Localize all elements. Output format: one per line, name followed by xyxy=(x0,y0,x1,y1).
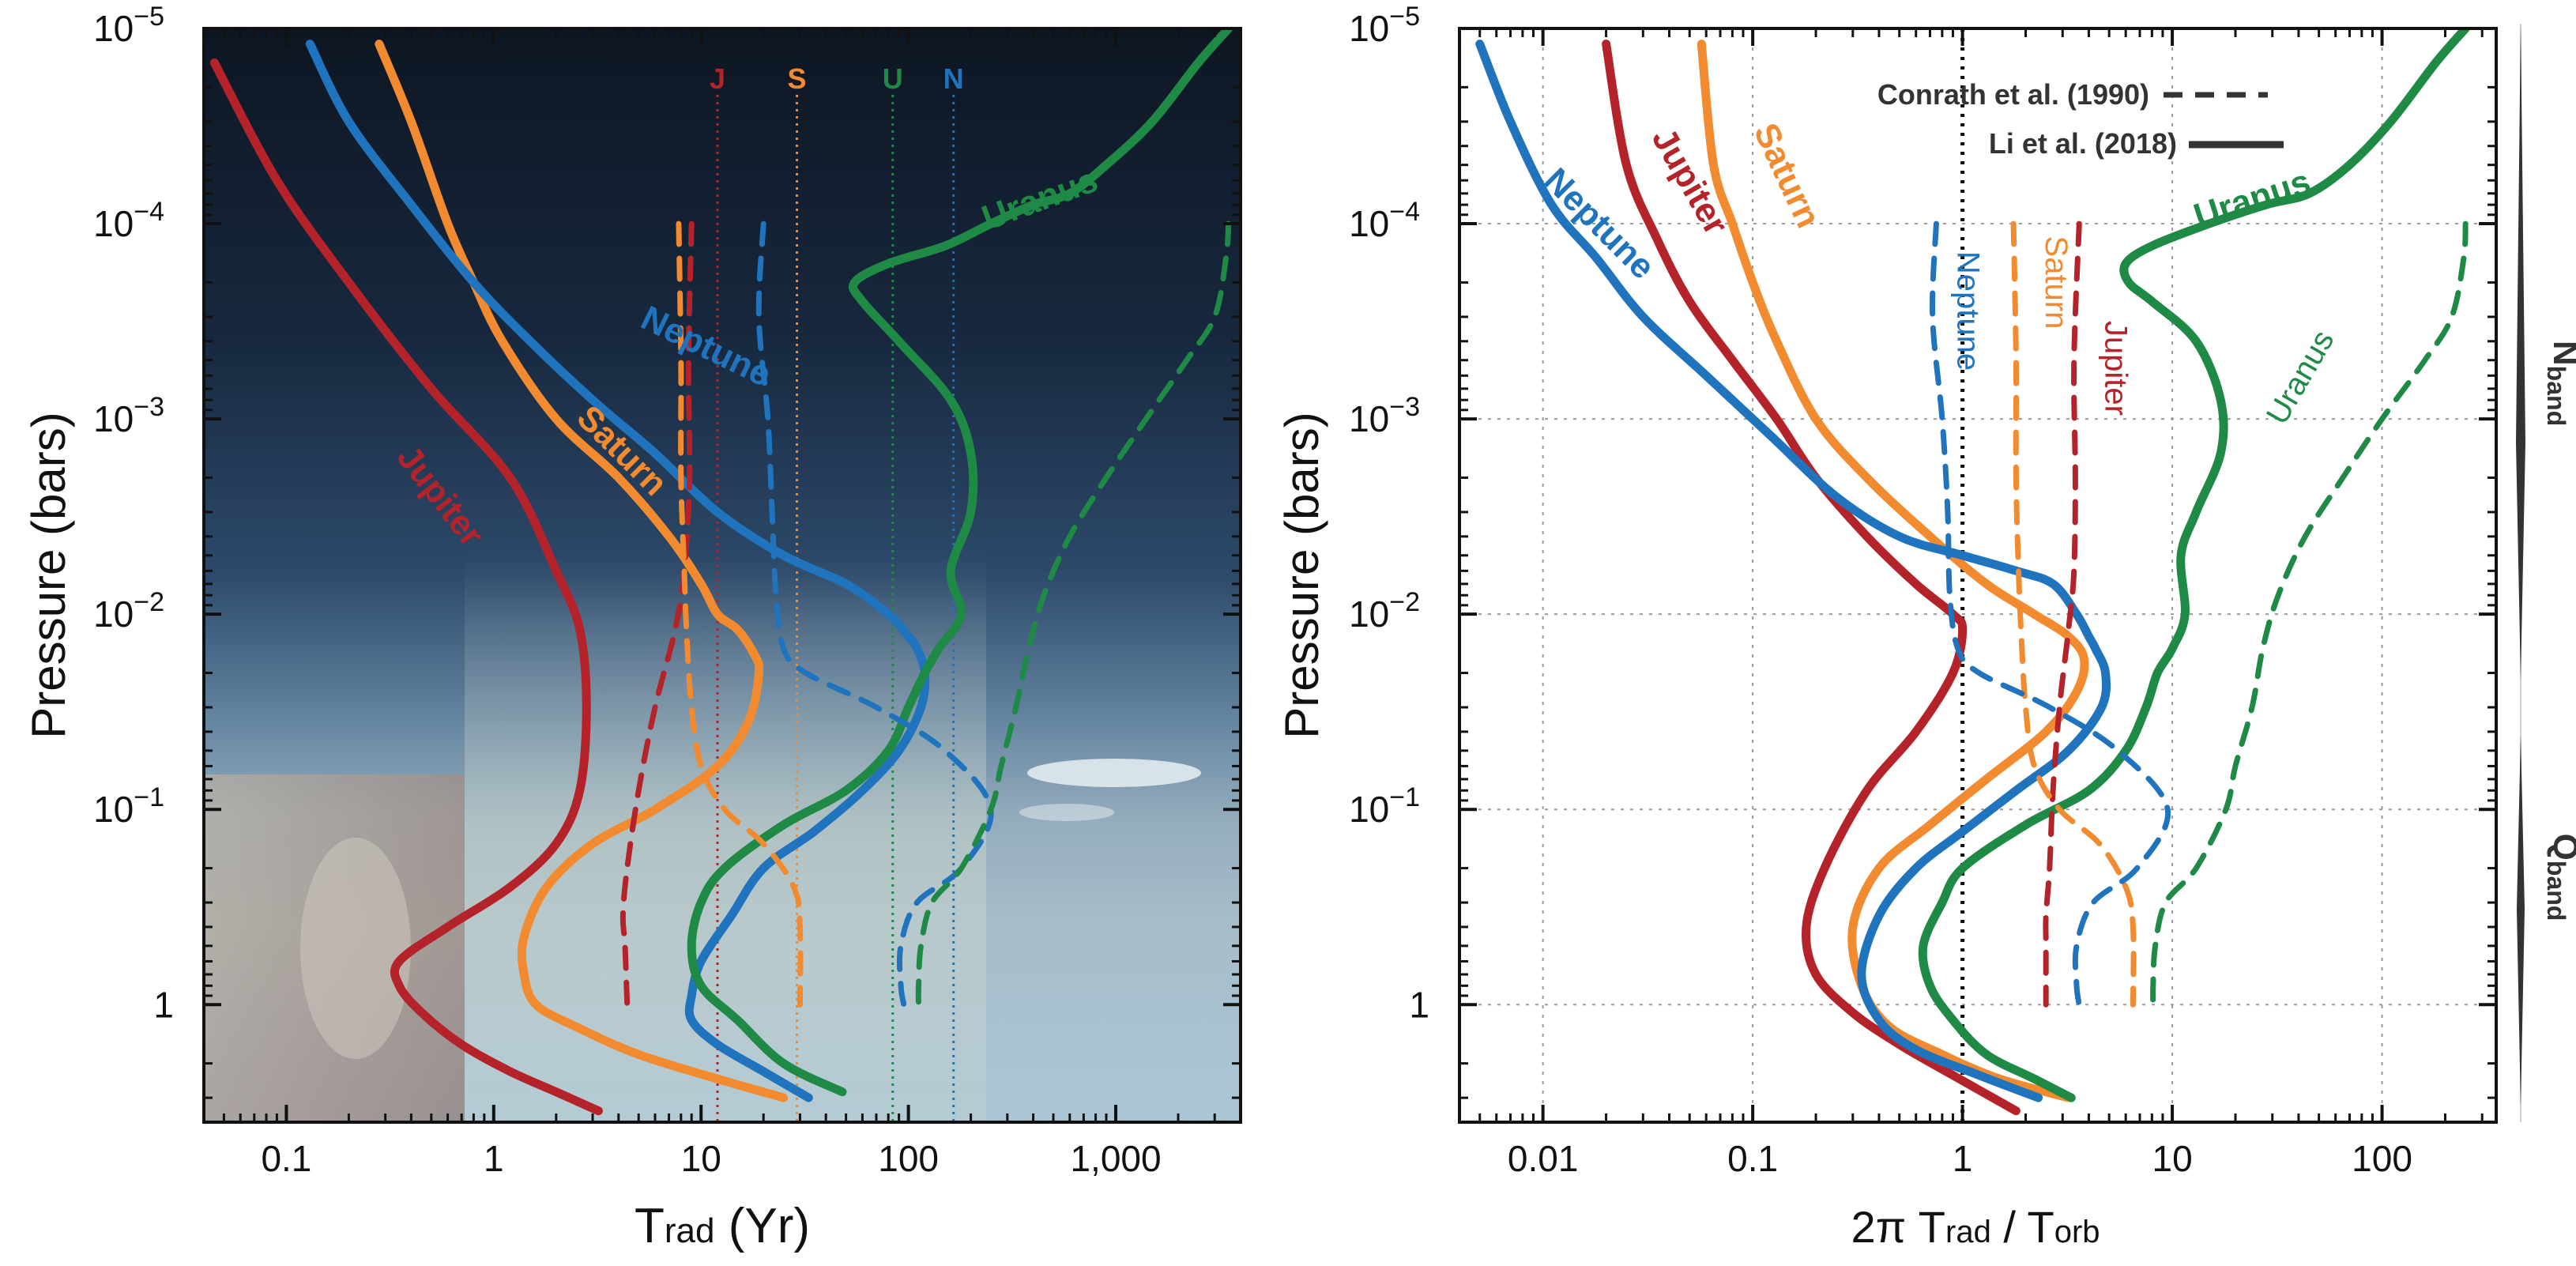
right-series-uranus xyxy=(1918,28,2470,1102)
left-series-neptune-conrath xyxy=(755,220,994,1008)
left-series-jupiter-conrath xyxy=(620,220,695,1008)
right-y-tick-exp: −2 xyxy=(1389,587,1420,617)
left-x-axis-title-tail: (Yr) xyxy=(714,1199,810,1253)
left-y-tick-label: 10−2 xyxy=(93,587,164,635)
q-band-sub: band xyxy=(2542,861,2570,921)
legend-entry-li: Li et al. (2018) xyxy=(1989,127,2177,160)
left-series-saturn-conrath xyxy=(676,220,804,1008)
right-y-tick-base: 10 xyxy=(1349,203,1389,244)
orbital-period-label-j: J xyxy=(710,62,725,95)
left-x-tick-label: 0.1 xyxy=(261,1138,311,1179)
right-dash_labels-neptune: Neptune xyxy=(1951,251,1986,371)
left-x-tick-label: 10 xyxy=(681,1138,721,1179)
orbital-period-label-u: U xyxy=(883,62,903,95)
left-y-tick-exp: −5 xyxy=(134,2,164,32)
left-y-tick-exp: −3 xyxy=(134,392,164,422)
left-series-uranus xyxy=(687,28,1233,1097)
right-y-tick-exp: −1 xyxy=(1389,782,1420,812)
right-y-tick-label: 1 xyxy=(1409,984,1429,1025)
left-y-tick-exp: −4 xyxy=(134,197,164,227)
n-band-letter: N xyxy=(2546,341,2576,366)
right-y-tick-label: 10−2 xyxy=(1349,587,1420,635)
legend: Conrath et al. (1990) Li et al. (2018) xyxy=(1877,78,2284,160)
left-y-axis-title: Pressure (bars) xyxy=(22,412,75,738)
right-series-neptune xyxy=(1475,40,2111,1102)
right-series-jupiter-conrath xyxy=(2043,220,2082,1008)
left-x-axis-title-sub: rad xyxy=(665,1211,715,1250)
left-y-tick-exp: −1 xyxy=(134,782,164,812)
right-y-tick-base: 10 xyxy=(1349,8,1389,49)
left-y-tick-base: 10 xyxy=(93,203,134,244)
left-y-tick-base: 10 xyxy=(93,789,134,830)
right-y-axis-title: Pressure (bars) xyxy=(1275,412,1328,738)
left-plot-frame xyxy=(202,27,1242,1124)
right-y-tick-label: 10−3 xyxy=(1349,392,1420,439)
left-y-tick-exp: −2 xyxy=(134,587,164,617)
right-dash_labels-saturn: Saturn xyxy=(2039,236,2073,330)
left-y-tick-label: 10−3 xyxy=(93,392,164,439)
left-series-jupiter xyxy=(209,58,603,1116)
right-y-tick-exp: −4 xyxy=(1389,197,1420,227)
left-x-tick-label: 1 xyxy=(484,1138,504,1179)
right-y-tick-label: 10−1 xyxy=(1349,782,1420,830)
right-y-tick-base: 10 xyxy=(1349,398,1389,439)
right-x-tick-label: 0.1 xyxy=(1727,1138,1778,1179)
right-x-tick-label: 0.01 xyxy=(1508,1138,1579,1179)
left-y-tick-base: 10 xyxy=(93,8,134,49)
left-x-tick-label: 1,000 xyxy=(1070,1138,1161,1179)
right-series-neptune-conrath xyxy=(1930,220,2171,1008)
right-y-tick-base: 10 xyxy=(1349,593,1389,635)
right-series-uranus-conrath xyxy=(2150,220,2469,1008)
right-y-tick-exp: −5 xyxy=(1389,2,1420,32)
orbital-period-label-s: S xyxy=(788,62,807,95)
right-plot-frame xyxy=(1458,27,2498,1124)
right-x-axis-title-pre: 2π T xyxy=(1851,1202,1945,1252)
q-band-letter: Q xyxy=(2546,834,2576,861)
left-y-tick-label: 10−5 xyxy=(93,2,164,49)
left-y-tick-label: 10−4 xyxy=(93,197,164,244)
left-x-axis-title: Trad (Yr) xyxy=(635,1199,810,1253)
q-band-label: Qband xyxy=(2542,834,2576,921)
right-x-tick-label: 100 xyxy=(2352,1138,2412,1179)
right-series-jupiter xyxy=(1602,40,2021,1116)
right-x-axis-title-sub2: orb xyxy=(2054,1215,2100,1249)
right-x-axis-title-sub1: rad xyxy=(1945,1215,1991,1249)
left-y-tick-base: 10 xyxy=(93,398,134,439)
right-x-axis-title-mid: / T xyxy=(1991,1202,2054,1252)
n-band-bar xyxy=(2516,24,2525,680)
right-y-tick-base: 10 xyxy=(1349,789,1389,830)
left-series-uranus-conrath xyxy=(915,220,1232,1008)
right-x-axis-title: 2π Trad / Torb xyxy=(1851,1202,2100,1252)
right-y-tick-label: 10−5 xyxy=(1349,2,1420,49)
left-y-tick-base: 10 xyxy=(93,593,134,635)
left-series-saturn xyxy=(375,40,789,1102)
left-y-tick-label: 10−1 xyxy=(93,782,164,830)
left-y-tick-label: 1 xyxy=(153,984,174,1025)
right-y-tick-exp: −3 xyxy=(1389,392,1420,422)
q-band-bar xyxy=(2517,735,2525,1106)
right-x-tick-label: 1 xyxy=(1953,1138,1973,1179)
right-dash_labels-jupiter: Jupiter xyxy=(2099,321,2133,416)
n-band-sub: band xyxy=(2542,366,2570,426)
right-y-tick-label: 10−4 xyxy=(1349,197,1420,244)
left-x-axis-title-main: T xyxy=(635,1199,665,1253)
band-indicator: Nband Qband xyxy=(2516,24,2576,1122)
left-background xyxy=(204,28,1241,1122)
left-x-tick-label: 100 xyxy=(878,1138,939,1179)
n-band-label: Nband xyxy=(2542,341,2576,426)
legend-entry-conrath: Conrath et al. (1990) xyxy=(1877,78,2149,111)
right-series-saturn-conrath xyxy=(2010,220,2137,1008)
right-x-tick-label: 10 xyxy=(2152,1138,2192,1179)
orbital-period-label-n: N xyxy=(943,62,964,95)
